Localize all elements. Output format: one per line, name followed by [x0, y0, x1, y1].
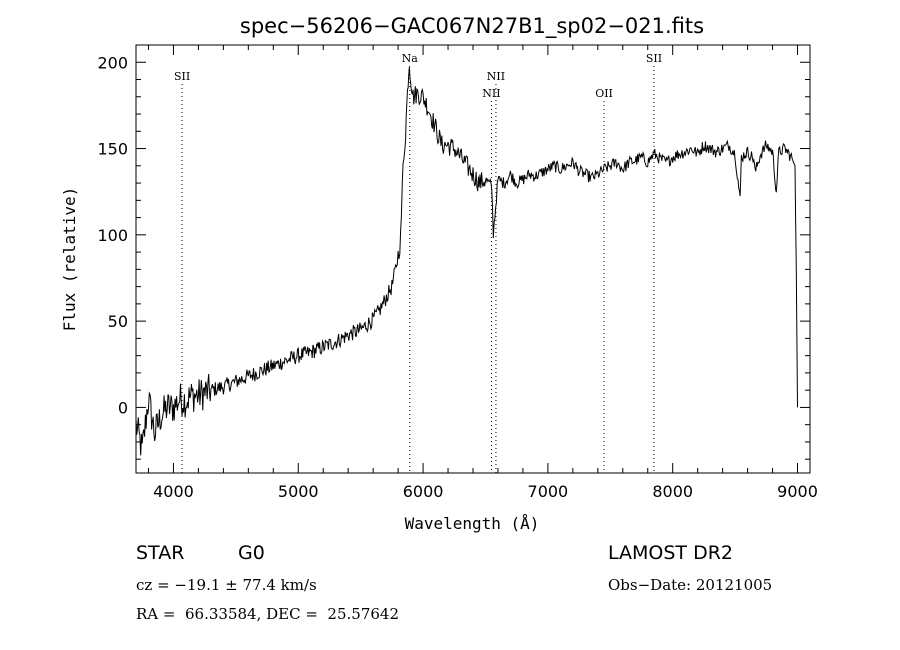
x-axis-label: Wavelength (Å) [405, 514, 540, 533]
x-tick-label: 8000 [652, 482, 693, 501]
redshift-info: cz = −19.1 ± 77.4 km/s [136, 576, 317, 594]
survey-name: LAMOST DR2 [608, 542, 733, 564]
data-series [135, 67, 798, 456]
marker-label: OII [595, 87, 613, 100]
x-axis: 4000 5000 6000 7000 8000 9000 [147, 45, 818, 501]
y-tick-label: 0 [118, 398, 128, 417]
object-class: STAR [136, 542, 185, 564]
y-tick-label: 100 [97, 226, 128, 245]
spectrum-line [135, 67, 798, 456]
marker-label: NII [487, 70, 505, 83]
x-tick-label: 5000 [278, 482, 319, 501]
marker-label: SII [646, 52, 662, 65]
marker-label: Na [402, 52, 419, 65]
marker-label: NII [482, 87, 500, 100]
y-axis-label: Flux (relative) [60, 187, 79, 332]
obs-date: Obs−Date: 20121005 [608, 576, 773, 594]
plot-frame [135, 44, 811, 474]
coordinates: RA = 66.33584, DEC = 25.57642 [136, 605, 400, 623]
object-subclass: G0 [238, 542, 265, 564]
x-tick-label: 9000 [777, 482, 818, 501]
x-tick-label: 6000 [403, 482, 444, 501]
x-tick-label: 4000 [153, 482, 194, 501]
y-tick-label: 200 [97, 53, 128, 72]
marker-label: SII [174, 70, 190, 83]
y-axis: 0 50 100 150 200 [97, 53, 810, 460]
chart-title: spec−56206−GAC067N27B1_sp02−021.fits [240, 14, 704, 39]
y-tick-label: 50 [108, 312, 128, 331]
y-tick-label: 150 [97, 140, 128, 159]
marker-lines: SII Na NII NII OII SII [174, 52, 662, 473]
x-tick-label: 7000 [528, 482, 569, 501]
